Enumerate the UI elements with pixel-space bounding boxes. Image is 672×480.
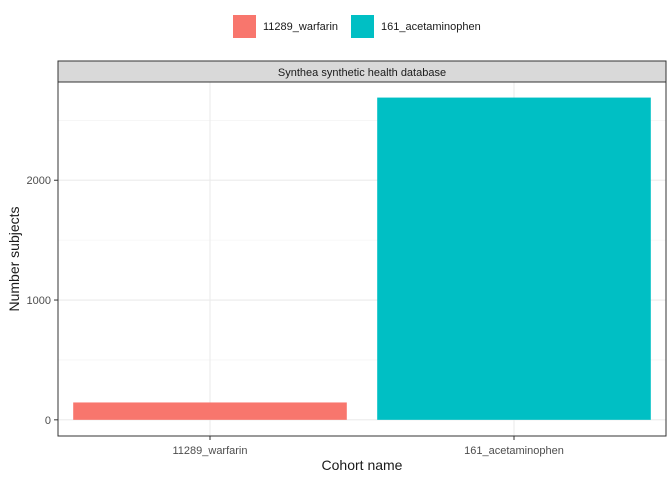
x-tick-label: 161_acetaminophen: [464, 445, 564, 457]
y-axis: 0 1000 2000: [27, 175, 58, 427]
y-tick-label: 2000: [27, 175, 51, 187]
legend-label-0: 11289_warfarin: [263, 21, 338, 33]
legend-label-1: 161_acetaminophen: [381, 21, 481, 33]
x-axis-title: Cohort name: [322, 457, 403, 473]
y-tick-label: 0: [45, 415, 51, 427]
x-axis: 11289_warfarin 161_acetaminophen: [172, 436, 564, 457]
plot-panel: [58, 82, 666, 436]
x-tick-label: 11289_warfarin: [172, 445, 247, 457]
legend-key-1: [351, 15, 374, 38]
y-axis-title: Number subjects: [6, 206, 22, 311]
legend-key-0: [233, 15, 256, 38]
y-tick-label: 1000: [27, 295, 51, 307]
legend: 11289_warfarin 161_acetaminophen: [233, 15, 481, 38]
bar-11289_warfarin: [73, 402, 347, 420]
panel-border: [57, 81, 667, 437]
facet-title: Synthea synthetic health database: [278, 67, 446, 79]
bar-161_acetaminophen: [377, 97, 651, 420]
